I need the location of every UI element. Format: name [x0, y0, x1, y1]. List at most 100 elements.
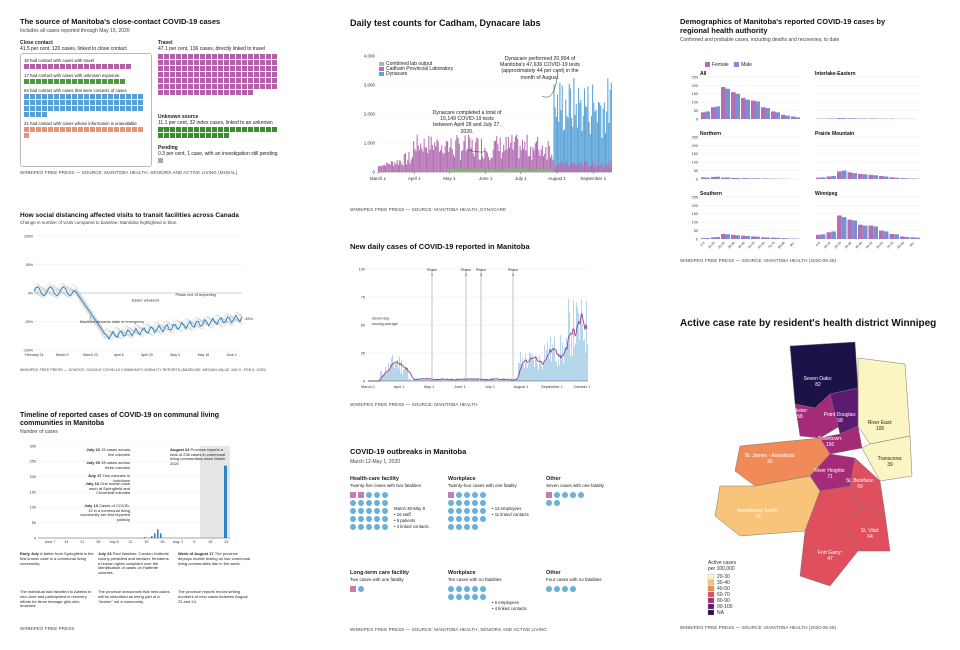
panel-demographics: Demographics of Manitoba's reported COVI…	[680, 17, 942, 258]
bar-cadham	[539, 155, 541, 172]
case-bar	[433, 379, 434, 381]
travel-heading: Travel	[158, 40, 173, 46]
bar-female	[858, 224, 863, 239]
travel-square	[236, 54, 241, 59]
travel-square	[200, 54, 205, 59]
case-bar	[455, 379, 456, 381]
y-tick-label: 250	[692, 195, 698, 199]
bar-female	[731, 177, 736, 179]
case-bar	[459, 378, 460, 381]
travel-square	[212, 78, 217, 83]
travel-square	[248, 72, 253, 77]
y-tick-label: 50%	[26, 263, 33, 267]
bar-male	[894, 177, 899, 179]
cc-square	[132, 106, 137, 111]
case-circle	[456, 492, 462, 498]
panel3-source: WINNIPEG FREE PRESS — SOURCE: MANITOBA H…	[680, 258, 837, 263]
bar-cadham	[430, 136, 432, 172]
bar-cadham	[496, 136, 498, 172]
bar-cadham	[597, 164, 600, 172]
travel-square	[164, 66, 169, 71]
bar-case	[160, 533, 162, 538]
note-date: July 23	[98, 551, 113, 556]
bar-male	[785, 238, 790, 239]
cc-square	[96, 127, 101, 132]
cc-square	[96, 100, 101, 105]
bar-cadham	[399, 160, 401, 172]
bar-cadham	[555, 165, 557, 172]
case-circle	[366, 524, 372, 530]
cc-square	[108, 79, 113, 84]
travel-square	[188, 78, 193, 83]
case-bar	[467, 378, 468, 381]
phase-label: Phase	[427, 268, 437, 272]
bar-male	[705, 237, 710, 239]
case-circle	[472, 586, 478, 592]
case-bar	[403, 370, 404, 381]
travel-square	[182, 72, 187, 77]
travel-square	[194, 84, 199, 89]
case-circle	[472, 524, 478, 530]
case-circle	[472, 508, 478, 514]
bar-cadham	[520, 150, 522, 172]
bar-female	[837, 215, 842, 239]
legend-title: per 100,000	[708, 566, 735, 572]
bar-cadham	[441, 145, 443, 172]
legend-label: 80-90	[717, 598, 730, 604]
bar-female	[771, 111, 776, 119]
cc-square	[30, 106, 35, 111]
panel5-source: WINNIPEG FREE PRESS — SOURCE: MANITOBA H…	[350, 402, 478, 407]
transit-chart: 100% 50% 0% -50% -100%February 24 March 9 Marc…	[23, 234, 254, 357]
panel-subtitle: March 12-May 1, 2020	[350, 458, 401, 465]
case-circle	[464, 516, 470, 522]
legend-swatch-dynacare	[379, 72, 384, 76]
bar-male	[873, 118, 878, 119]
cc-square	[60, 64, 65, 69]
bar-female	[826, 118, 832, 119]
bar-female	[711, 237, 716, 239]
fatality-square	[546, 492, 552, 498]
bar-female	[910, 237, 916, 239]
unknown-square	[212, 133, 217, 138]
bar-cadham	[490, 158, 492, 172]
manitoba-line	[33, 286, 243, 340]
case-circle	[554, 500, 560, 506]
cc-square	[84, 127, 89, 132]
travel-square	[164, 54, 169, 59]
case-bar	[533, 360, 534, 381]
case-bar	[512, 380, 513, 381]
bar-cadham	[552, 159, 554, 172]
legend: Female Male	[705, 62, 752, 68]
cc-square	[126, 106, 131, 111]
bar-cadham	[502, 152, 504, 172]
cc-square	[42, 100, 47, 105]
bar-female	[711, 107, 716, 119]
x-tick-label: 30-39	[727, 241, 736, 250]
outbreak-title: Other	[546, 476, 561, 482]
annotation-end-value: -45%	[244, 317, 253, 321]
event-text: 28 cases across three colonies	[101, 460, 130, 470]
district-value: 69	[857, 484, 863, 490]
district-value: 58	[797, 414, 803, 420]
case-circle	[472, 594, 478, 600]
bar-dynacare	[560, 109, 562, 172]
bar-dynacare	[609, 89, 611, 172]
travel-square	[254, 72, 259, 77]
travel-square	[176, 66, 181, 71]
phase-label: Phase	[476, 268, 486, 272]
travel-square	[164, 72, 169, 77]
cc-square	[36, 112, 41, 117]
bar-cadham	[385, 165, 387, 172]
cc-square	[108, 94, 113, 99]
district-value: 82	[815, 382, 821, 388]
bar-cadham	[517, 138, 519, 172]
bar-dynacare	[607, 78, 609, 172]
phase-label: 3	[480, 273, 482, 277]
bar-dynacare	[587, 86, 589, 172]
x-tick-label: 0-9	[700, 241, 706, 247]
case-circle	[382, 508, 388, 514]
bar-dynacare	[485, 169, 487, 172]
case-bar	[550, 336, 551, 381]
bar-dynacare	[454, 169, 456, 172]
unknown-square	[248, 127, 253, 132]
